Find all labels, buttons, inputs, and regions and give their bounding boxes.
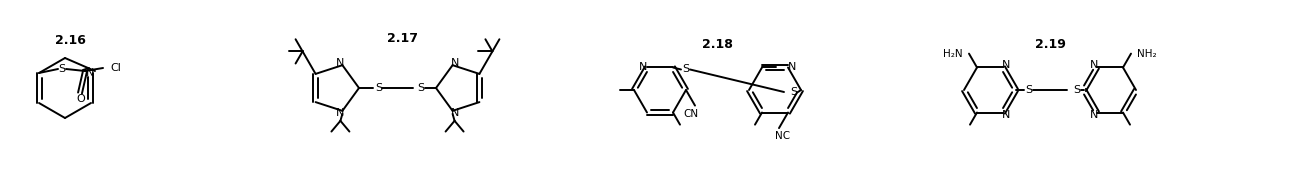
Text: N: N (451, 108, 459, 118)
Text: 2.18: 2.18 (702, 39, 734, 51)
Text: NC: NC (775, 131, 791, 141)
Text: S: S (1073, 85, 1081, 95)
Text: N: N (788, 63, 796, 73)
Text: N: N (1002, 60, 1010, 70)
Text: H₂N: H₂N (943, 49, 963, 59)
Text: N: N (86, 68, 95, 78)
Text: 2.19: 2.19 (1034, 39, 1065, 51)
Text: O: O (76, 94, 86, 104)
Text: S: S (58, 64, 66, 74)
Text: CN: CN (684, 109, 699, 119)
Text: N: N (451, 58, 459, 68)
Text: NH₂: NH₂ (1137, 49, 1156, 59)
Text: N: N (336, 58, 345, 68)
Text: N: N (1090, 60, 1098, 70)
Text: N: N (336, 108, 345, 118)
Text: S: S (375, 83, 382, 93)
Text: S: S (417, 83, 424, 93)
Text: N: N (1090, 109, 1098, 119)
Text: N: N (639, 63, 647, 73)
Text: S: S (683, 64, 689, 74)
Text: Cl: Cl (110, 63, 121, 73)
Text: N: N (1002, 109, 1010, 119)
Text: S: S (791, 87, 797, 97)
Text: S: S (1025, 85, 1033, 95)
Text: 2.17: 2.17 (388, 32, 419, 44)
Text: 2.16: 2.16 (54, 33, 86, 46)
